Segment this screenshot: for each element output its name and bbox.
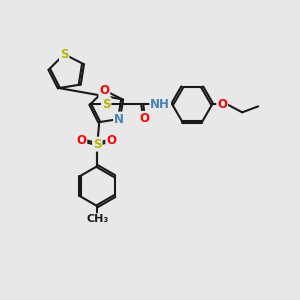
Text: S: S [102, 98, 110, 111]
Text: O: O [99, 84, 109, 97]
Text: CH₃: CH₃ [86, 214, 108, 224]
Text: O: O [76, 134, 86, 147]
Text: O: O [106, 134, 116, 147]
Text: N: N [114, 112, 124, 125]
Text: NH: NH [150, 98, 170, 111]
Text: S: S [60, 48, 68, 61]
Text: S: S [93, 138, 101, 151]
Text: O: O [139, 112, 149, 125]
Text: O: O [217, 98, 227, 111]
